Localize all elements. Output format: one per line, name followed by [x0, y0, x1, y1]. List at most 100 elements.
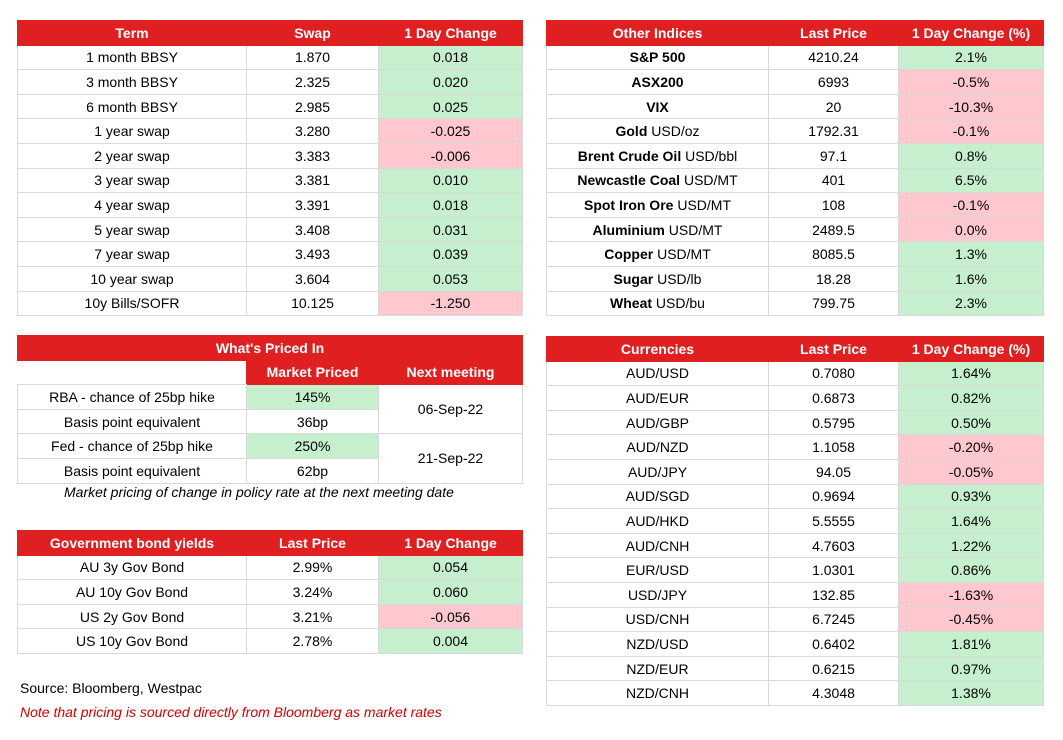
currency-pair: USD/CNH: [546, 606, 769, 633]
priced-row: RBA - chance of 25bp hike 145% 06-Sep-22: [17, 384, 523, 435]
currency-pair: AUD/GBP: [546, 409, 769, 436]
bond-price: 2.99%: [246, 554, 379, 581]
swap-term: 10 year swap: [17, 265, 247, 292]
swap-row: 5 year swap 3.408 0.031: [17, 216, 523, 243]
index-unit: USD/lb: [653, 270, 702, 287]
currency-pair: NZD/USD: [546, 631, 769, 657]
priced-header-blank: [17, 360, 247, 386]
swap-row: 4 year swap 3.391 0.018: [17, 192, 523, 218]
currency-pair: AUD/NZD: [546, 434, 769, 460]
whats-priced-in-table: What's Priced In Market Priced Next meet…: [17, 335, 523, 484]
swap-row: 3 year swap 3.381 0.010: [17, 167, 523, 194]
currency-pair: AUD/CNH: [546, 532, 769, 559]
swap-term: 7 year swap: [17, 241, 247, 267]
index-row: Newcastle Coal USD/MT 401 6.5%: [546, 167, 1044, 194]
swap-value: 2.325: [246, 69, 379, 95]
priced-value: 62bp: [246, 457, 379, 484]
swap-value: 3.408: [246, 216, 379, 243]
currency-change: -1.63%: [898, 581, 1044, 608]
swap-value: 1.870: [246, 44, 379, 71]
index-name-cell: S&P 500: [546, 44, 769, 71]
index-unit: USD/MT: [673, 196, 731, 213]
swap-change: -0.025: [378, 118, 523, 144]
priced-value: 36bp: [246, 408, 379, 435]
currency-change: 1.64%: [898, 360, 1044, 387]
index-unit: USD/bbl: [681, 147, 738, 164]
index-name: Wheat: [610, 295, 653, 312]
priced-header-meeting: Next meeting: [378, 359, 523, 386]
swap-row: 1 year swap 3.280 -0.025: [17, 118, 523, 144]
index-row: S&P 500 4210.24 2.1%: [546, 44, 1044, 71]
priced-title: What's Priced In: [17, 335, 523, 361]
currency-price: 5.5555: [768, 508, 899, 534]
index-unit: USD/MT: [664, 221, 723, 238]
currency-price: 4.7603: [768, 532, 899, 559]
swap-term: 3 year swap: [17, 167, 247, 194]
index-change: 2.3%: [898, 290, 1044, 317]
index-row: ASX200 6993 -0.5%: [546, 69, 1044, 95]
index-name-cell: Brent Crude Oil USD/bbl: [546, 142, 769, 169]
currency-pair: USD/JPY: [546, 581, 769, 608]
index-change: 1.3%: [898, 241, 1044, 267]
bond-name: AU 10y Gov Bond: [17, 579, 247, 605]
currency-row: NZD/EUR 0.6215 0.97%: [546, 655, 1044, 682]
swaps-header-term: Term: [17, 20, 247, 46]
priced-label: Fed - chance of 25bp hike: [17, 433, 247, 459]
bonds-header-change: 1 Day Change: [378, 530, 523, 556]
currency-row: USD/CNH 6.7245 -0.45%: [546, 606, 1044, 633]
currency-price: 0.6215: [768, 655, 899, 682]
bond-name: US 2y Gov Bond: [17, 603, 247, 630]
currency-row: AUD/JPY 94.05 -0.05%: [546, 458, 1044, 485]
currency-price: 1.1058: [768, 434, 899, 460]
currency-pair: NZD/CNH: [546, 680, 769, 706]
swap-change: 0.039: [378, 241, 523, 267]
indices-header-row: Other Indices Last Price 1 Day Change (%…: [546, 20, 1044, 46]
currencies-header-change: 1 Day Change (%): [898, 336, 1044, 362]
currency-row: NZD/CNH 4.3048 1.38%: [546, 680, 1044, 706]
currency-row: NZD/USD 0.6402 1.81%: [546, 631, 1044, 657]
swap-change: 0.053: [378, 265, 523, 292]
index-price: 1792.31: [768, 118, 899, 144]
swap-term: 6 month BBSY: [17, 93, 247, 120]
currency-price: 4.3048: [768, 680, 899, 706]
currency-price: 0.6873: [768, 385, 899, 411]
index-change: -0.5%: [898, 69, 1044, 95]
index-name-cell: Spot Iron Ore USD/MT: [546, 192, 769, 218]
currency-pair: AUD/SGD: [546, 483, 769, 510]
index-change: 0.0%: [898, 216, 1044, 243]
index-name-cell: Aluminium USD/MT: [546, 216, 769, 243]
currency-pair: EUR/USD: [546, 557, 769, 583]
index-price: 6993: [768, 69, 899, 95]
index-unit: USD/MT: [653, 246, 711, 263]
index-change: 6.5%: [898, 167, 1044, 194]
priced-label: Basis point equivalent: [17, 408, 247, 435]
priced-header-market: Market Priced: [246, 359, 379, 386]
priced-note: Market pricing of change in policy rate …: [64, 484, 454, 500]
swap-value: 3.280: [246, 118, 379, 144]
swap-value: 2.985: [246, 93, 379, 120]
swap-change: 0.018: [378, 192, 523, 218]
currency-change: 0.86%: [898, 557, 1044, 583]
index-name-cell: Newcastle Coal USD/MT: [546, 167, 769, 194]
currency-price: 6.7245: [768, 606, 899, 633]
index-name: Aluminium: [592, 221, 665, 238]
bond-price: 2.78%: [246, 628, 379, 654]
currency-change: 1.64%: [898, 508, 1044, 534]
currencies-header-row: Currencies Last Price 1 Day Change (%): [546, 336, 1044, 362]
index-row: Copper USD/MT 8085.5 1.3%: [546, 241, 1044, 267]
bond-price: 3.21%: [246, 603, 379, 630]
currency-pair: NZD/EUR: [546, 655, 769, 682]
government-bond-yields-table: Government bond yields Last Price 1 Day …: [17, 530, 523, 654]
currency-price: 0.5795: [768, 409, 899, 436]
currency-price: 1.0301: [768, 557, 899, 583]
index-name-cell: ASX200: [546, 69, 769, 95]
currency-row: AUD/EUR 0.6873 0.82%: [546, 385, 1044, 411]
swap-term: 1 year swap: [17, 118, 247, 144]
swap-row: 10y Bills/SOFR 10.125 -1.250: [17, 290, 523, 317]
swap-row: 7 year swap 3.493 0.039: [17, 241, 523, 267]
bond-row: US 10y Gov Bond 2.78% 0.004: [17, 628, 523, 654]
index-price: 401: [768, 167, 899, 194]
bonds-header-row: Government bond yields Last Price 1 Day …: [17, 530, 523, 556]
currency-change: 0.50%: [898, 409, 1044, 436]
swap-row: 1 month BBSY 1.870 0.018: [17, 44, 523, 71]
